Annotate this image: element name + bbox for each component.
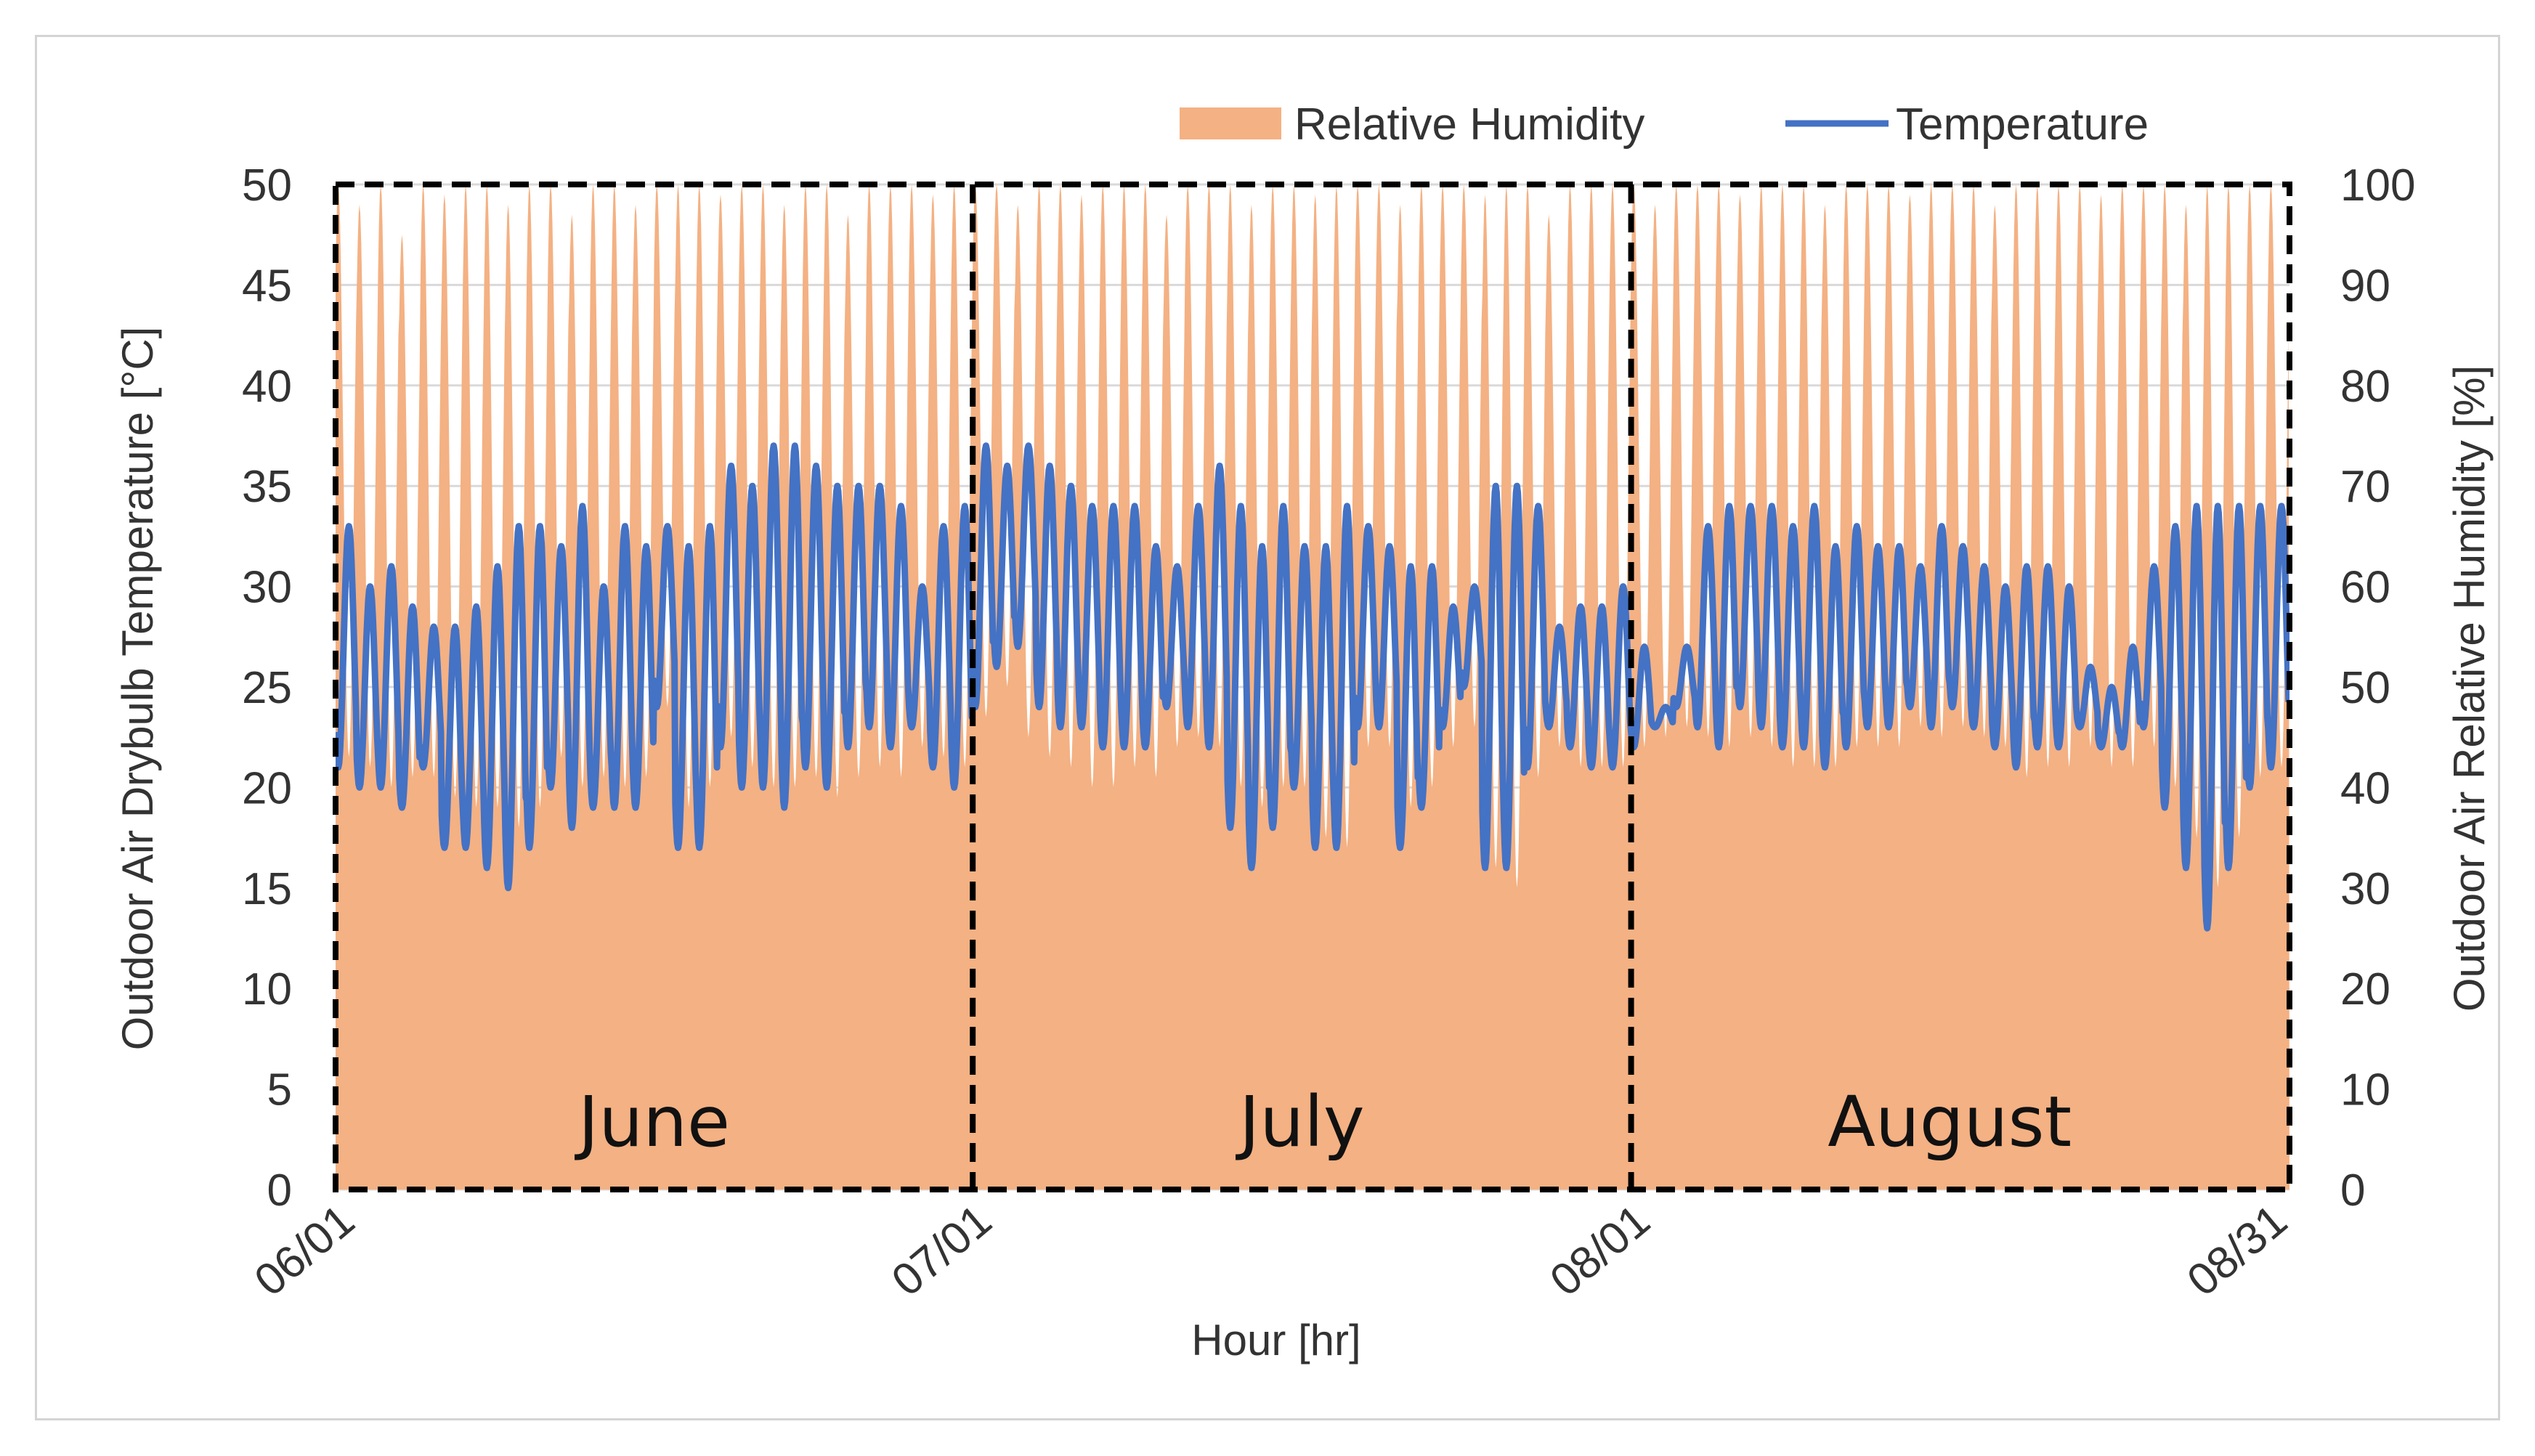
y-tick-right: 80 xyxy=(2340,362,2390,412)
y-tick-right: 50 xyxy=(2340,663,2390,713)
month-dividers xyxy=(333,182,2292,1192)
y-tick-right: 70 xyxy=(2340,462,2390,512)
y-axis-right-ticks: 0 10 20 30 40 50 60 70 80 90 100 xyxy=(2340,160,2415,1216)
y-tick-right: 90 xyxy=(2340,261,2390,311)
month-label: June xyxy=(575,1081,730,1163)
x-axis-ticks: 06/01 07/01 08/01 08/31 xyxy=(246,1195,2297,1306)
legend-label-humidity: Relative Humidity xyxy=(1294,99,1644,150)
y-tick-right: 60 xyxy=(2340,563,2390,613)
y-tick-right: 30 xyxy=(2340,864,2390,914)
month-label: August xyxy=(1828,1081,2072,1163)
month-labels: June July August xyxy=(575,1081,2072,1163)
y-tick-left: 35 xyxy=(242,462,292,512)
y-tick-left: 45 xyxy=(242,261,292,311)
y-tick-left: 5 xyxy=(267,1065,292,1115)
y-tick-left: 25 xyxy=(242,663,292,713)
y-tick-left: 40 xyxy=(242,362,292,412)
month-label: July xyxy=(1236,1081,1365,1163)
y-axis-left-ticks: 0 5 10 15 20 25 30 35 40 45 50 xyxy=(242,160,292,1216)
x-tick: 06/01 xyxy=(246,1195,364,1306)
x-tick: 08/31 xyxy=(2178,1195,2297,1306)
temperature-line xyxy=(336,442,2289,932)
plot-border xyxy=(333,182,2292,1192)
y-tick-right: 10 xyxy=(2340,1065,2390,1115)
legend-swatch-humidity xyxy=(1180,107,1281,139)
x-tick: 07/01 xyxy=(883,1195,1001,1306)
x-axis-title: Hour [hr] xyxy=(1191,1316,1360,1365)
y-tick-right: 0 xyxy=(2340,1166,2365,1216)
x-tick: 08/01 xyxy=(1541,1195,1659,1306)
y-axis-left-title: Outdoor Air Drybulb Temperature [°C] xyxy=(113,327,162,1051)
legend-label-temperature: Temperature xyxy=(1896,99,2149,150)
y-tick-right: 100 xyxy=(2340,160,2415,211)
y-tick-left: 50 xyxy=(242,160,292,211)
y-axis-right-title: Outdoor Air Relative Humidity [%] xyxy=(2445,365,2494,1012)
y-tick-left: 10 xyxy=(242,964,292,1014)
y-tick-left: 15 xyxy=(242,864,292,914)
y-tick-left: 20 xyxy=(242,763,292,813)
y-tick-left: 30 xyxy=(242,563,292,613)
legend: Relative Humidity Temperature xyxy=(1180,99,2149,150)
y-tick-right: 20 xyxy=(2340,964,2390,1014)
y-tick-left: 0 xyxy=(267,1166,292,1216)
y-tick-right: 40 xyxy=(2340,763,2390,813)
